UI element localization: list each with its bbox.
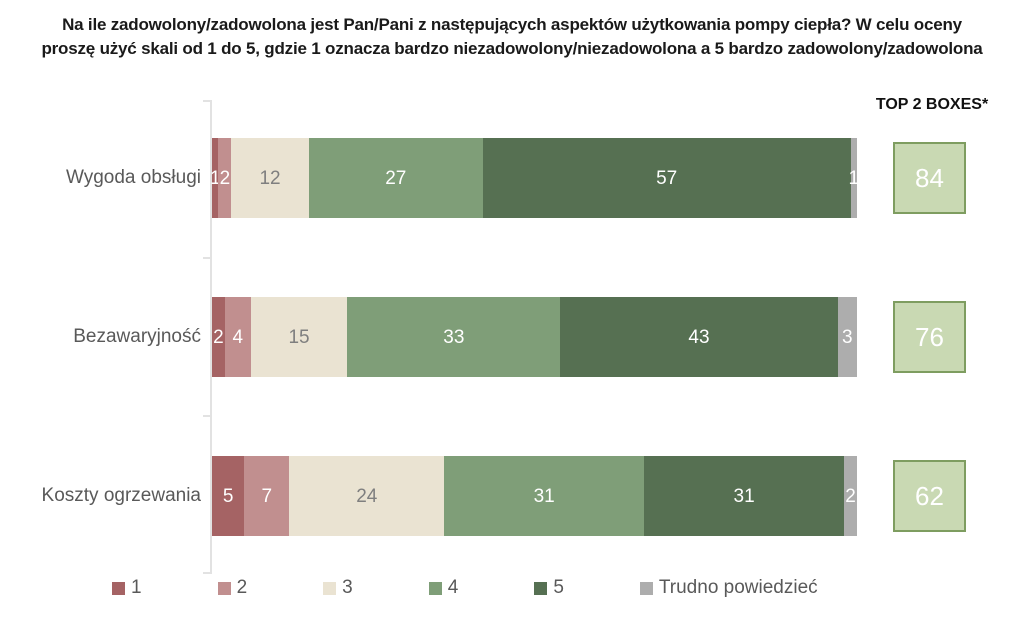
bar-segment-2: 7 [244, 456, 290, 536]
segment-value: 43 [688, 326, 710, 348]
legend-swatch-4 [428, 581, 442, 595]
axis-tick [203, 572, 210, 574]
segment-value: 24 [356, 485, 378, 507]
axis-tick [203, 257, 210, 259]
segment-value: 2 [845, 485, 856, 507]
legend-swatch-5 [534, 581, 548, 595]
chart-title-line-1: Na ile zadowolony/zadowolona jest Pan/Pa… [62, 15, 962, 34]
legend-item-1: 1 [112, 577, 142, 599]
bar-segment-trudno: 3 [837, 297, 857, 377]
bar-segment-5: 43 [560, 297, 838, 377]
bar-segment-trudno: 1 [848, 138, 860, 218]
segment-value: 2 [219, 167, 231, 189]
legend-label: 5 [553, 577, 564, 598]
axis-tick [203, 415, 210, 417]
bar-segment-4: 31 [444, 456, 645, 536]
chart-title-line-2: proszę użyć skali od 1 do 5, gdzie 1 ozn… [41, 39, 983, 58]
legend-label: 1 [131, 577, 142, 598]
legend-swatch-trudno-powiedziec [639, 581, 653, 595]
segment-value: 27 [385, 167, 407, 189]
axis-tick [203, 100, 210, 102]
stacked-bar-bezawaryjnosc: 2 4 15 33 43 3 [212, 297, 857, 377]
legend-swatch-2 [217, 581, 231, 595]
category-label-wygoda-obslugi: Wygoda obsługi [65, 167, 201, 188]
segment-value: 2 [213, 326, 224, 348]
legend-label: Trudno powiedzieć [658, 577, 818, 598]
category-label-koszty-ogrzewania: Koszty ogrzewania [41, 485, 201, 506]
bar-segment-1: 5 [212, 456, 245, 536]
legend-item-3: 3 [323, 577, 353, 599]
top2-box-koszty-ogrzewania: 62 [893, 460, 966, 532]
stacked-bar-wygoda-obslugi: 1 2 12 27 57 1 [209, 138, 860, 218]
legend-label: 3 [342, 577, 353, 598]
legend-item-trudno-powiedziec: Trudno powiedzieć [639, 577, 818, 599]
bar-segment-4: 27 [308, 138, 483, 218]
legend: 1 2 3 4 5 Trudno powiedzieć [112, 577, 818, 599]
legend-label: 4 [447, 577, 459, 598]
bar-segment-3: 24 [289, 456, 445, 536]
segment-value: 1 [209, 167, 221, 189]
bar-segment-5: 57 [482, 138, 851, 218]
bar-segment-1: 1 [209, 138, 221, 218]
bar-segment-3: 12 [231, 138, 309, 218]
segment-value: 15 [288, 326, 310, 348]
legend-swatch-3 [323, 581, 337, 595]
legend-label: 2 [236, 577, 248, 598]
segment-value: 3 [842, 326, 853, 348]
bar-segment-trudno: 2 [844, 456, 857, 536]
category-axis-line [210, 100, 212, 574]
segment-value: 12 [259, 167, 281, 189]
segment-value: 7 [261, 485, 273, 507]
segment-value: 31 [733, 485, 755, 507]
segment-value: 31 [533, 485, 555, 507]
bar-segment-1: 2 [212, 297, 225, 377]
bar-segment-3: 15 [250, 297, 348, 377]
legend-item-2: 2 [217, 577, 248, 599]
category-label-bezawaryjnosc: Bezawaryjność [73, 326, 201, 347]
stacked-bar-koszty-ogrzewania: 5 7 24 31 31 2 [212, 456, 857, 536]
legend-item-5: 5 [534, 577, 564, 599]
bar-segment-2: 4 [224, 297, 251, 377]
segment-value: 5 [222, 485, 234, 507]
segment-value: 33 [443, 326, 465, 348]
segment-value: 1 [848, 167, 860, 189]
top2-boxes-header: TOP 2 BOXES* [875, 96, 989, 113]
legend-item-4: 4 [428, 577, 459, 599]
bar-segment-2: 2 [218, 138, 232, 218]
legend-swatch-1 [112, 581, 125, 595]
bar-segment-5: 31 [644, 456, 845, 536]
segment-value: 57 [656, 167, 678, 189]
bar-segment-4: 33 [347, 297, 561, 377]
segment-value: 4 [232, 326, 244, 348]
top2-box-bezawaryjnosc: 76 [893, 301, 966, 373]
top2-box-wygoda-obslugi: 84 [893, 142, 966, 214]
